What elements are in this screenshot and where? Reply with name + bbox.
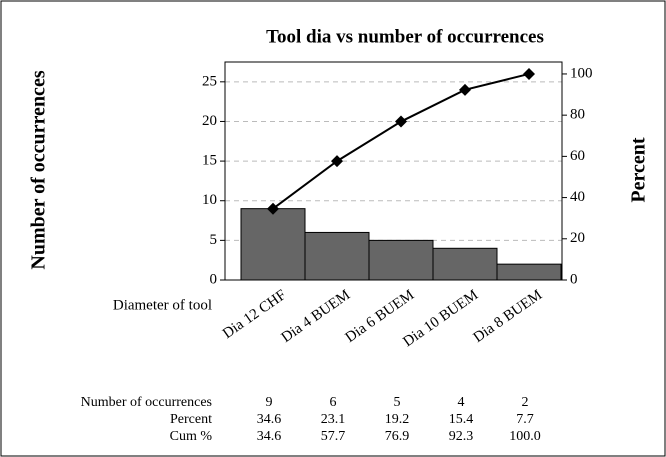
y2-tick-label: 80	[570, 107, 585, 123]
y2-tick-label: 0	[570, 271, 578, 287]
y2-tick-label: 40	[570, 189, 585, 205]
cumulative-marker	[459, 83, 471, 96]
table-row-label: Number of occurrences	[81, 395, 212, 410]
table-cell: 23.1	[321, 412, 346, 427]
y-tick-label: 10	[202, 192, 217, 208]
table-cell: 15.4	[449, 412, 474, 427]
table-cell: 57.7	[321, 429, 346, 444]
bar	[240, 208, 306, 281]
bar	[304, 231, 370, 281]
table-cell: 5	[394, 395, 401, 410]
y-tick-label: 25	[202, 73, 217, 89]
table-cell: 7.7	[516, 412, 534, 427]
bar	[496, 263, 562, 281]
bar	[368, 239, 434, 281]
table-cell: 92.3	[449, 429, 474, 444]
y2-tick-label: 100	[570, 65, 593, 81]
y2-tick-label: 20	[570, 230, 585, 246]
table-cell: 34.6	[257, 412, 282, 427]
y-tick-label: 0	[210, 271, 218, 287]
cumulative-marker	[395, 115, 407, 128]
x-axis-title: Diameter of tool	[113, 297, 212, 313]
table-cell: 4	[458, 395, 465, 410]
table-cell: 9	[266, 395, 273, 410]
plot-frame	[224, 61, 563, 281]
table-cell: 2	[522, 395, 529, 410]
cumulative-marker	[331, 155, 343, 168]
cumulative-marker	[267, 202, 279, 215]
y-tick-label: 20	[202, 113, 217, 129]
y-tick-label: 15	[202, 153, 217, 169]
table-cell: 6	[330, 395, 337, 410]
y-tick-label: 5	[210, 232, 218, 248]
table-cell: 34.6	[257, 429, 282, 444]
table-cell: 19.2	[385, 412, 410, 427]
chart-title: Tool dia vs number of occurrences	[266, 26, 544, 47]
y2-axis-title: Percent	[628, 137, 650, 202]
table-row-label: Cum %	[170, 429, 213, 444]
table-cell: 100.0	[509, 429, 541, 444]
y2-tick-label: 60	[570, 148, 585, 164]
bar	[432, 247, 498, 281]
y-axis-title: Number of occurrences	[28, 70, 50, 269]
cumulative-marker	[523, 67, 535, 80]
table-row-label: Percent	[170, 412, 212, 427]
table-cell: 76.9	[385, 429, 410, 444]
